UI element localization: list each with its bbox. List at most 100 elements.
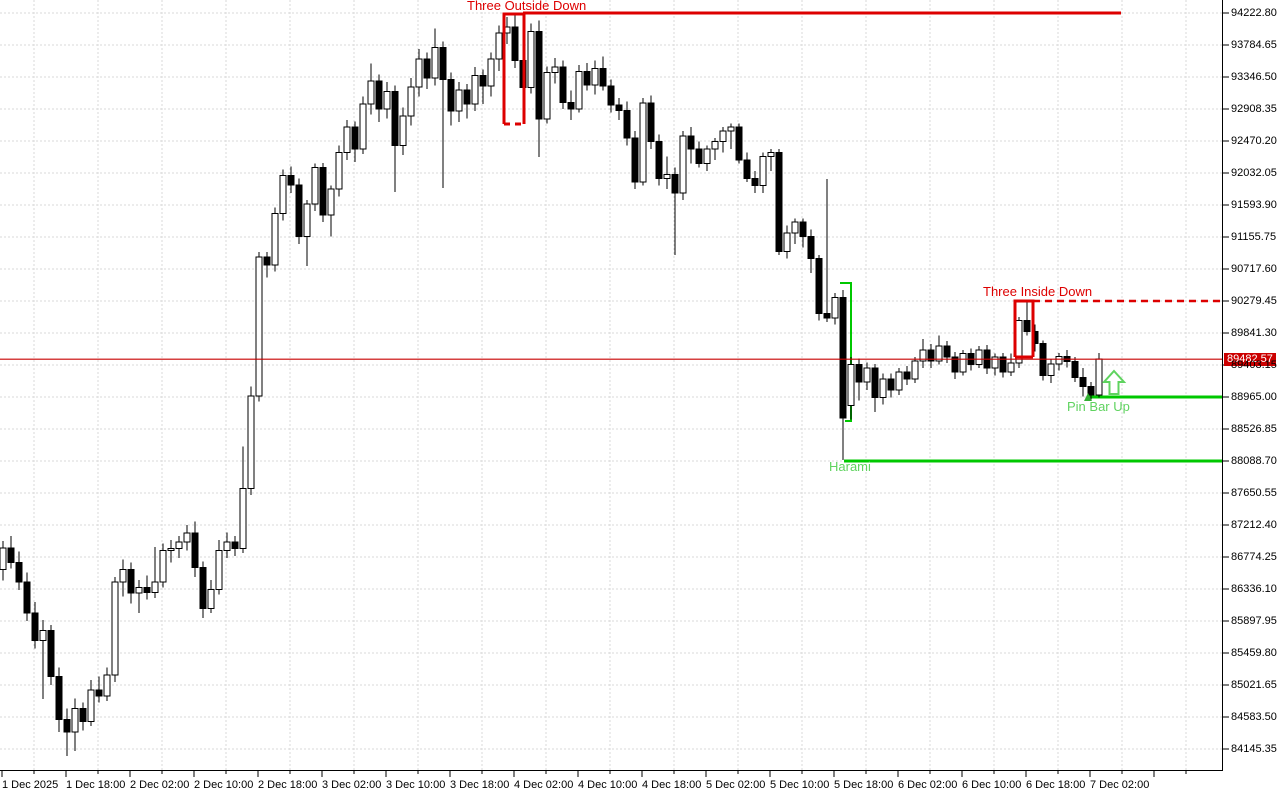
grid-layer [0, 0, 1222, 770]
time-axis-label: 4 Dec 18:00 [642, 779, 702, 791]
price-axis-label: 85459.80 [1231, 647, 1277, 659]
candle-bull [175, 541, 183, 550]
candle-bear [23, 581, 31, 614]
price-axis-label: 85021.65 [1231, 679, 1277, 691]
candle-bear [927, 349, 935, 362]
candle-bull [863, 367, 871, 383]
candle-bull [399, 115, 407, 146]
price-axis-label: 84583.50 [1231, 711, 1277, 723]
candle-bear [15, 561, 23, 583]
candle-bear [631, 137, 639, 183]
candle-bear [143, 586, 151, 593]
candle-bear [1071, 361, 1079, 379]
candle-bear [615, 104, 623, 111]
candle-bear [463, 89, 471, 105]
candle-bull [919, 349, 927, 362]
candle-bear [55, 675, 63, 720]
candle-bear [871, 367, 879, 398]
candle-bear [31, 612, 39, 642]
candle-bear [583, 71, 591, 86]
candle-bear [231, 541, 239, 550]
candle-bear [7, 547, 15, 563]
candle-bear [1087, 385, 1095, 396]
pattern-level-lines-layer [523, 11, 1222, 463]
candle-bear [567, 101, 575, 110]
candle-bear [671, 174, 679, 194]
candle-bear [823, 312, 831, 319]
candle-bear [535, 30, 543, 120]
candle-bear [999, 356, 1007, 373]
time-axis-label: 6 Dec 02:00 [898, 779, 958, 791]
candle-bull [1055, 355, 1063, 365]
time-axis-label: 1 Dec 2025 [2, 779, 59, 791]
time-axis-label: 4 Dec 02:00 [514, 779, 574, 791]
price-axis-label: 88088.70 [1231, 455, 1277, 467]
candle-bull [135, 586, 143, 594]
price-axis-label: 84145.35 [1231, 743, 1277, 755]
time-axis-label: 4 Dec 10:00 [578, 779, 638, 791]
candle-bull [223, 541, 231, 552]
candle-bull [343, 126, 351, 154]
time-axis-label: 3 Dec 18:00 [450, 779, 510, 791]
candle-bear [815, 258, 823, 314]
candle-bear [951, 356, 959, 373]
candle-bull [335, 152, 343, 190]
candle-bull [471, 74, 479, 105]
candle-bull [959, 353, 967, 373]
candle-bull [111, 581, 119, 676]
candle-bull [383, 90, 391, 110]
candle-bear [655, 141, 663, 179]
candle-bull [575, 71, 583, 110]
candle-bull [407, 86, 415, 117]
candle-bear [807, 236, 815, 260]
candle-bull [895, 371, 903, 391]
candle-bear [199, 567, 207, 609]
time-axis-label: 2 Dec 02:00 [130, 779, 190, 791]
candle-bull [303, 203, 311, 238]
candle-bull [1095, 358, 1103, 396]
candle-bear [351, 126, 359, 150]
candle-bull [711, 141, 719, 150]
candle-bear [743, 159, 751, 179]
candle-bull [679, 135, 687, 194]
candle-bear [839, 296, 847, 419]
price-axis-label: 89403.15 [1231, 359, 1277, 371]
candle-bear [887, 378, 895, 391]
price-axis-label: 90717.60 [1231, 263, 1277, 275]
price-axis-label: 86336.10 [1231, 583, 1277, 595]
candle-bear [295, 184, 303, 238]
candle-bull [527, 30, 535, 89]
candle-bear [943, 345, 951, 358]
candle-bull [119, 569, 127, 583]
candles-layer [0, 13, 1103, 756]
candle-bull [767, 152, 775, 157]
pin-bar-anchor-icon [1084, 393, 1092, 401]
candle-bull [71, 707, 79, 733]
price-axis-label: 85897.95 [1231, 615, 1277, 627]
time-axis-label: 1 Dec 18:00 [66, 779, 126, 791]
time-axis-label: 2 Dec 18:00 [258, 779, 318, 791]
candle-bull [703, 148, 711, 165]
axes-layer [0, 0, 1229, 777]
candle-bear [687, 135, 695, 150]
candle-bull [847, 363, 855, 406]
candle-bull [415, 58, 423, 88]
candle-bull [247, 395, 255, 490]
candle-bull [359, 103, 367, 150]
candle-bear [775, 152, 783, 252]
price-axis-label: 94222.80 [1231, 7, 1277, 19]
price-axis-label: 92470.20 [1231, 135, 1277, 147]
price-axis-label: 93784.65 [1231, 39, 1277, 51]
candle-bear [191, 532, 199, 569]
pattern-shapes-layer [0, 12, 1222, 401]
candle-bull [167, 548, 175, 552]
candle-bull [991, 356, 999, 369]
three-outside-down-label: Three Outside Down [467, 0, 587, 13]
harami-label: Harami [829, 459, 871, 474]
candle-bear [391, 90, 399, 146]
candle-bear [695, 148, 703, 165]
candle-bear [903, 371, 911, 380]
candle-bull [151, 581, 159, 593]
candle-bull [311, 166, 319, 205]
